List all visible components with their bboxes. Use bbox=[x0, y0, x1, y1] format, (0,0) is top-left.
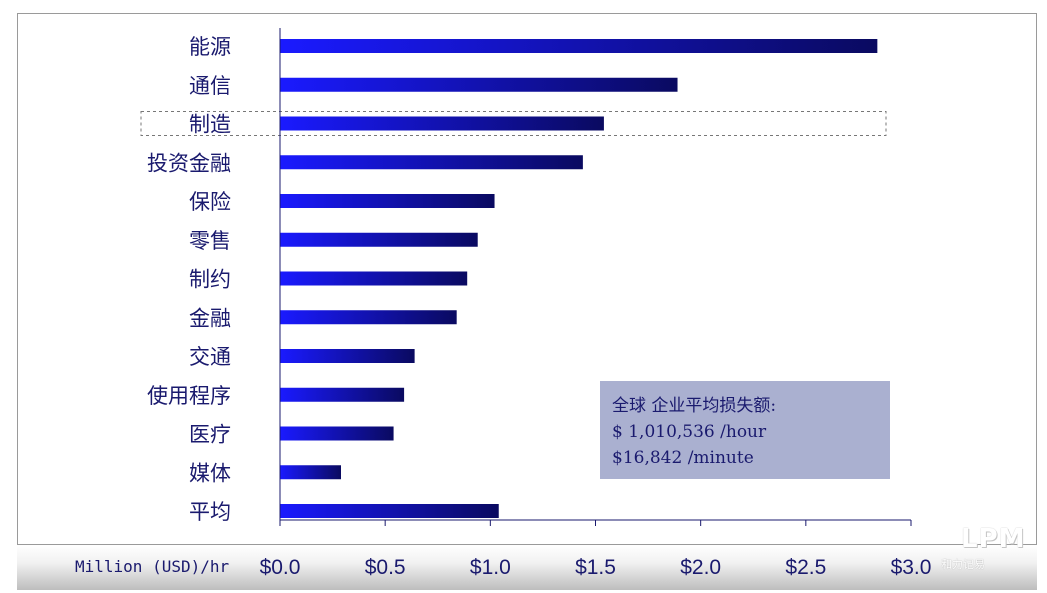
summary-per-hour: $ 1,010,536 /hour bbox=[612, 422, 767, 442]
x-axis-band bbox=[17, 545, 1037, 590]
x-tick-label: $2.0 bbox=[680, 556, 721, 579]
bar bbox=[280, 271, 468, 286]
x-tick-label: $2.5 bbox=[785, 556, 826, 579]
category-label: 制造 bbox=[189, 113, 231, 137]
bar bbox=[280, 116, 604, 131]
category-label: 媒体 bbox=[189, 461, 231, 485]
bar bbox=[280, 39, 878, 53]
bar bbox=[280, 77, 678, 92]
category-label: 平均 bbox=[189, 500, 231, 524]
category-label: 能源 bbox=[189, 35, 231, 59]
summary-box: 全球 企业平均损失额: $ 1,010,536 /hour $16,842 /m… bbox=[600, 381, 890, 479]
category-label: 零售 bbox=[189, 229, 231, 253]
logo-subtitle: 和力记易 bbox=[941, 558, 985, 571]
x-tick-label: $1.5 bbox=[575, 556, 616, 579]
bar bbox=[280, 465, 341, 480]
bar bbox=[280, 310, 457, 325]
category-label: 医疗 bbox=[189, 423, 231, 447]
category-label: 投资金融 bbox=[147, 151, 231, 175]
x-tick-label: $3.0 bbox=[891, 556, 932, 579]
bar bbox=[280, 504, 499, 518]
category-label: 通信 bbox=[189, 74, 231, 98]
bar bbox=[280, 194, 495, 208]
category-label: 制约 bbox=[189, 268, 231, 292]
bar bbox=[280, 387, 405, 402]
category-label: 金融 bbox=[189, 306, 231, 330]
logo-mark: LPM bbox=[961, 524, 1026, 554]
brand-logo: LPM 和力记易 bbox=[941, 524, 1045, 572]
summary-per-minute: $16,842 /minute bbox=[612, 448, 754, 468]
category-label: 保险 bbox=[189, 190, 231, 214]
bar bbox=[280, 426, 394, 441]
x-axis-label: Million (USD)/hr bbox=[75, 557, 229, 576]
bar bbox=[280, 155, 583, 170]
category-label: 使用程序 bbox=[147, 384, 231, 408]
x-tick-label: $0.5 bbox=[365, 556, 406, 579]
bar bbox=[280, 232, 478, 247]
bar bbox=[280, 349, 415, 363]
highlight-box bbox=[140, 111, 887, 136]
summary-title: 全球 企业平均损失额: bbox=[612, 396, 777, 416]
category-label: 交通 bbox=[189, 345, 231, 369]
x-tick-label: $1.0 bbox=[470, 556, 511, 579]
x-tick-label: $0.0 bbox=[260, 556, 301, 579]
